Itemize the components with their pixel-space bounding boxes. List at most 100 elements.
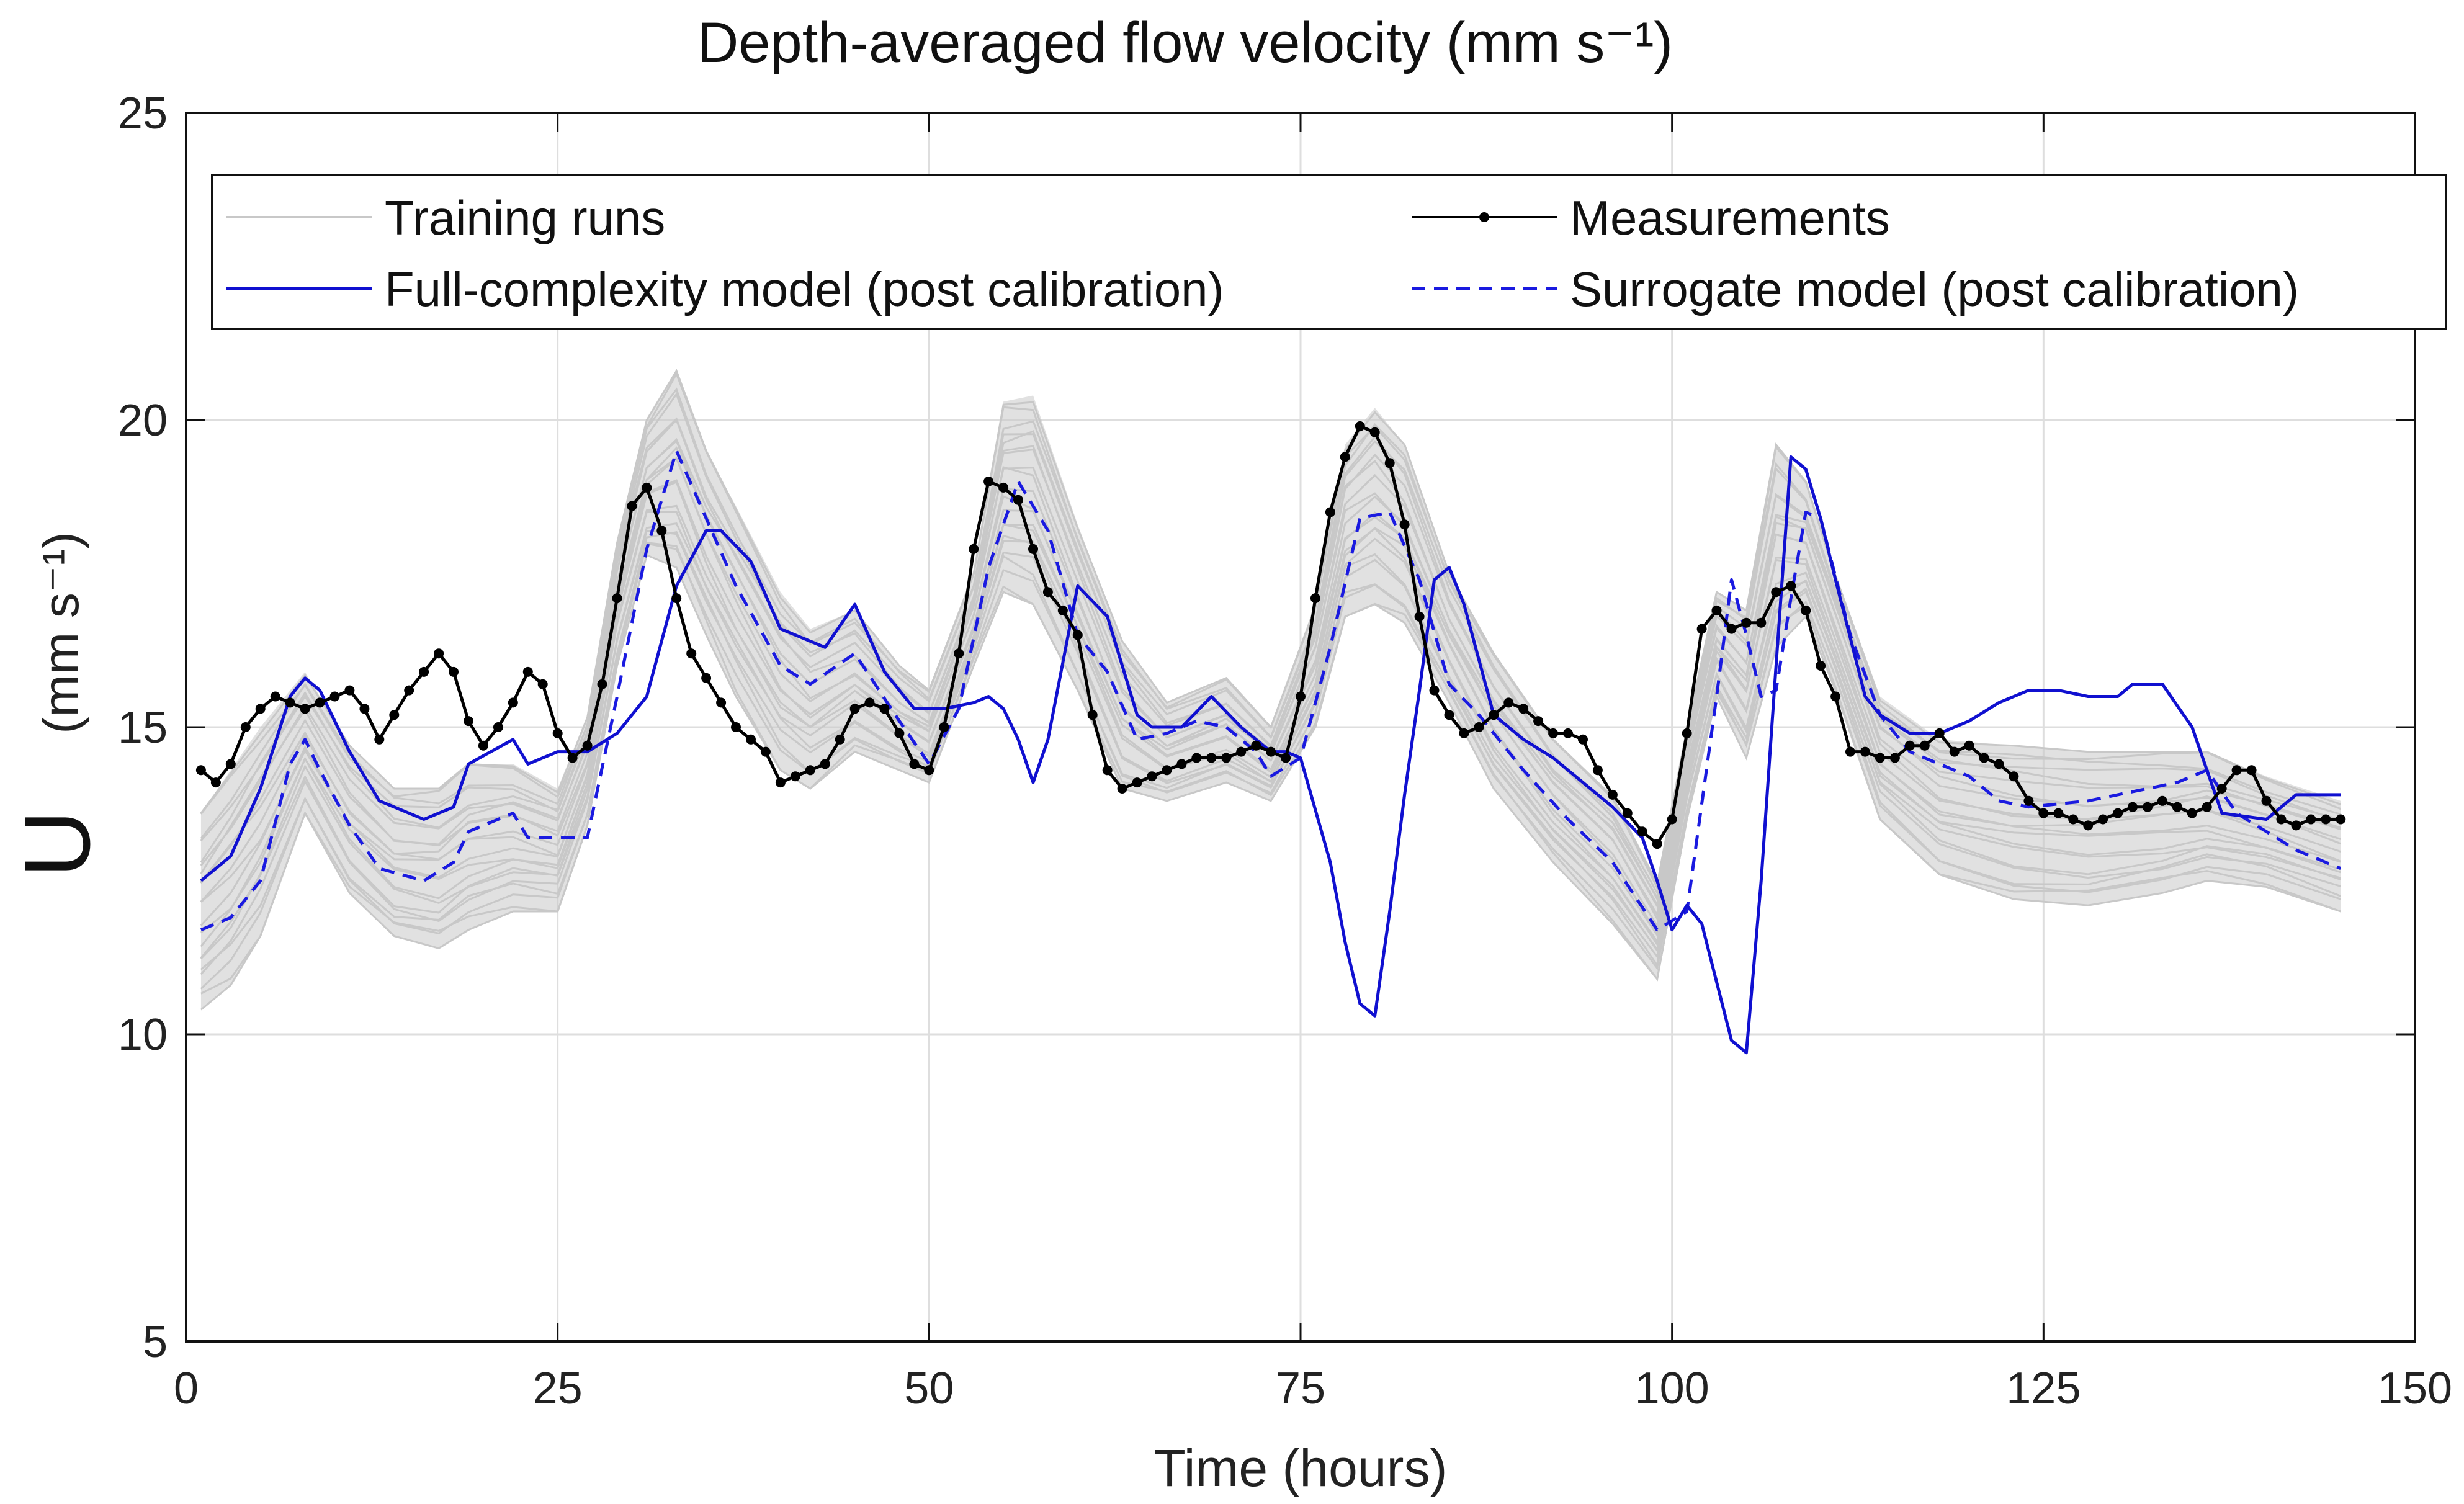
measurement-point [2009, 771, 2019, 782]
measurement-point [1964, 740, 1974, 751]
measurement-point [1042, 587, 1053, 598]
measurement-point [1236, 746, 1247, 757]
measurement-point [969, 544, 979, 554]
x-tick-label: 100 [1635, 1364, 1709, 1413]
legend-box [211, 174, 2447, 330]
measurement-point [2321, 814, 2331, 825]
measurement-point [2023, 795, 2034, 806]
plot-frame [185, 112, 2416, 1343]
measurement-point [1741, 617, 1752, 628]
measurement-point [1563, 728, 1573, 738]
measurement-point [1414, 611, 1425, 622]
x-tick-label: 50 [904, 1364, 954, 1413]
measurement-point [1251, 740, 1261, 751]
measurement-point [2187, 808, 2197, 818]
measurement-point [1310, 593, 1320, 604]
measurement-point [567, 753, 578, 763]
measurement-point [1578, 734, 1588, 745]
measurement-point [627, 501, 637, 511]
measurement-point [478, 740, 488, 751]
measurement-point [1444, 710, 1454, 720]
measurement-point [240, 722, 251, 732]
measurement-point [1013, 495, 1023, 505]
measurement-point [1325, 507, 1335, 517]
measurement-point [2246, 765, 2257, 776]
measurement-point [1518, 704, 1529, 714]
legend-item-surrogate-model: Surrogate model (post calibration) [1412, 262, 2299, 316]
y-tick-label: 25 [118, 89, 168, 138]
measurement-point [1087, 710, 1098, 720]
measurement-point [537, 679, 548, 689]
measurement-point [2157, 795, 2167, 806]
measurement-point [1489, 710, 1499, 720]
measurement-point [1771, 587, 1781, 598]
full-complexity-model-line [200, 455, 2341, 1055]
legend-item-training: Training runs [226, 190, 665, 245]
measurement-point [404, 685, 414, 696]
legend-item-measurements: Measurements [1412, 190, 1890, 245]
measurement-point [2261, 795, 2272, 806]
measurement-point [775, 777, 786, 788]
measurement-point [1533, 716, 1544, 727]
measurement-point [434, 648, 444, 659]
measurement-point [2172, 802, 2182, 812]
y-tick-label: 15 [118, 703, 168, 753]
measurement-point [1592, 765, 1603, 776]
measurement-point [210, 777, 221, 788]
measurement-point [849, 704, 860, 714]
measurement-point [1266, 746, 1276, 757]
y-tick-label: 20 [118, 396, 168, 445]
measurement-point [508, 697, 518, 708]
measurement-point [1281, 753, 1291, 763]
measurement-point [1875, 753, 1885, 763]
measurement-point [449, 666, 459, 677]
measurement-point [552, 728, 563, 738]
measurement-point [2038, 808, 2049, 818]
y-axis-label-symbol: U [5, 810, 109, 877]
measurement-point [1102, 765, 1113, 776]
measurement-point [1028, 544, 1038, 554]
measurement-point [1949, 746, 1960, 757]
measurement-point [1816, 661, 1826, 671]
measurement-point [1934, 728, 1945, 738]
surrogate-model-line [200, 449, 2342, 932]
measurement-point [1919, 740, 1930, 751]
measurement-point [389, 710, 400, 720]
measurement-point [1756, 617, 1767, 628]
measurement-point [1830, 691, 1841, 702]
measurement-point [195, 765, 206, 776]
training-runs-band [200, 369, 2341, 1011]
measurement-point [1176, 759, 1187, 769]
measurement-point [2336, 814, 2346, 825]
measurement-point [374, 734, 385, 745]
training-runs-fill [200, 370, 2341, 1010]
x-tick-label: 0 [174, 1364, 199, 1413]
measurement-point [1429, 685, 1440, 696]
measurement-point [1132, 777, 1142, 788]
y-axis-label-units: (mm s⁻¹) [33, 532, 89, 734]
measurement-point [2276, 814, 2287, 825]
measurement-point [2202, 802, 2212, 812]
x-tick-label: 150 [2378, 1364, 2452, 1413]
measurement-point [1296, 691, 1306, 702]
measurement-point [1147, 771, 1157, 782]
legend-label-full-model: Full-complexity model (post calibration) [385, 262, 1224, 316]
x-axis-label: Time (hours) [1154, 1439, 1448, 1497]
measurement-point [1548, 728, 1559, 738]
measurement-point [270, 691, 280, 702]
measurement-point [464, 716, 473, 727]
measurement-point [1191, 753, 1202, 763]
measurement-point [522, 666, 533, 677]
measurement-point [1667, 814, 1677, 825]
series-layer [195, 421, 2346, 1055]
measurement-point [820, 759, 830, 769]
measurement-point [1845, 746, 1855, 757]
measurement-point [1369, 427, 1380, 437]
measurement-point [998, 482, 1009, 493]
measurement-point [1221, 753, 1232, 763]
measurement-point [924, 765, 934, 776]
measurement-point [954, 648, 964, 659]
legend: Training runs Measurements Full-complexi… [211, 174, 2447, 330]
measurement-point [1072, 630, 1083, 640]
measurement-point [419, 666, 429, 677]
